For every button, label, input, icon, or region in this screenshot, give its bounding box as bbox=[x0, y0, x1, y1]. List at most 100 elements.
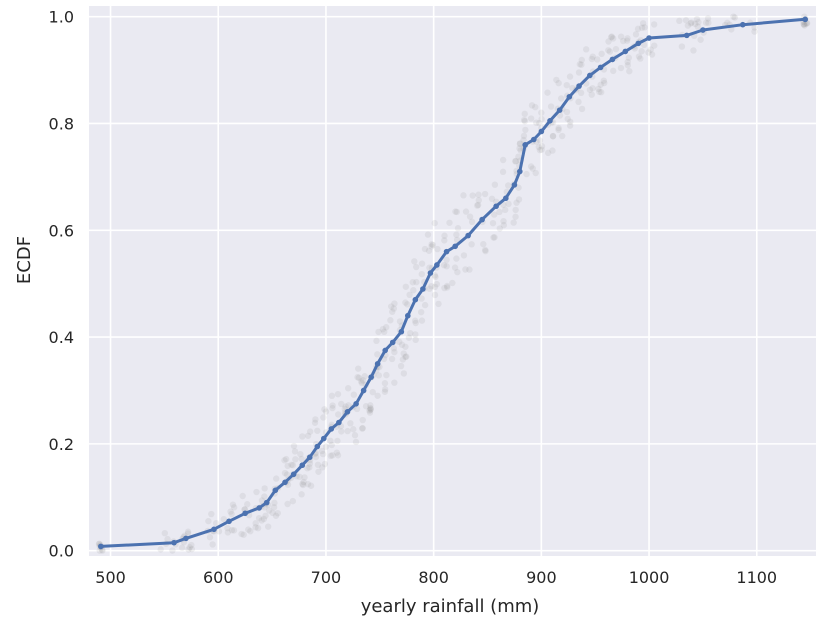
ecdf-point bbox=[566, 93, 573, 100]
bootstrap-point bbox=[512, 206, 519, 214]
bootstrap-point bbox=[397, 362, 405, 370]
bootstrap-point bbox=[367, 406, 374, 414]
ecdf-point bbox=[635, 40, 642, 47]
bootstrap-point bbox=[413, 278, 420, 286]
ecdf-point bbox=[597, 64, 604, 71]
bootstrap-point bbox=[319, 450, 327, 458]
bootstrap-point bbox=[496, 225, 504, 232]
bootstrap-point bbox=[281, 457, 288, 464]
ecdf-point bbox=[314, 443, 321, 450]
bootstrap-point bbox=[481, 190, 489, 198]
bootstrap-point bbox=[576, 61, 584, 68]
bootstrap-point bbox=[645, 49, 652, 56]
bootstrap-point bbox=[512, 157, 519, 165]
bootstrap-point bbox=[238, 530, 245, 538]
bootstrap-point bbox=[428, 241, 435, 248]
bootstrap-point bbox=[300, 478, 307, 486]
bootstrap-point bbox=[751, 28, 758, 35]
bootstrap-point bbox=[274, 509, 281, 517]
bootstrap-point bbox=[344, 427, 351, 435]
bootstrap-point bbox=[400, 350, 407, 357]
ecdf-point bbox=[517, 168, 523, 175]
bootstrap-point bbox=[409, 279, 416, 286]
bootstrap-point bbox=[462, 266, 469, 273]
bootstrap-point bbox=[157, 546, 164, 553]
bootstrap-point bbox=[381, 328, 388, 336]
bootstrap-point bbox=[342, 403, 349, 410]
ecdf-point bbox=[336, 419, 342, 426]
bootstrap-point bbox=[273, 475, 280, 482]
bootstrap-point bbox=[188, 541, 195, 549]
bootstrap-point bbox=[311, 419, 319, 426]
bootstrap-point bbox=[489, 219, 497, 227]
bootstrap-point bbox=[381, 380, 389, 387]
ecdf-point bbox=[587, 72, 593, 79]
bootstrap-point bbox=[556, 112, 564, 119]
bootstrap-point bbox=[421, 245, 429, 253]
bootstrap-point bbox=[264, 523, 272, 530]
bootstrap-point bbox=[466, 266, 473, 273]
ecdf-point bbox=[802, 16, 809, 23]
bootstrap-point bbox=[304, 432, 312, 439]
bootstrap-point bbox=[375, 328, 382, 336]
ecdf-point bbox=[405, 312, 411, 319]
bootstrap-point bbox=[588, 55, 596, 63]
bootstrap-point bbox=[443, 282, 451, 290]
ecdf-point bbox=[622, 48, 629, 55]
bootstrap-point bbox=[635, 53, 643, 60]
bootstrap-point bbox=[338, 400, 345, 408]
bootstrap-point bbox=[362, 403, 370, 410]
bootstrap-point bbox=[412, 317, 419, 324]
bootstrap-point bbox=[624, 58, 631, 66]
y-tick-label: 0.8 bbox=[49, 114, 74, 133]
bootstrap-point bbox=[451, 264, 459, 271]
bootstrap-point bbox=[306, 464, 313, 471]
bootstrap-point bbox=[496, 208, 503, 216]
bootstrap-point bbox=[453, 208, 461, 216]
bootstrap-point bbox=[320, 414, 327, 421]
bootstrap-point bbox=[418, 260, 426, 267]
bootstrap-point bbox=[315, 468, 322, 475]
ecdf-series bbox=[98, 16, 809, 550]
ecdf-point bbox=[242, 510, 248, 517]
bootstrap-point bbox=[224, 524, 231, 532]
bootstrap-point bbox=[307, 482, 315, 489]
bootstrap-point bbox=[520, 136, 527, 144]
bootstrap-point bbox=[412, 336, 419, 344]
bootstrap-point bbox=[186, 544, 193, 551]
bootstrap-point bbox=[299, 481, 307, 489]
bootstrap-point bbox=[298, 455, 305, 463]
bootstrap-point bbox=[536, 137, 544, 144]
bootstrap-point bbox=[245, 526, 252, 533]
bootstrap-point bbox=[254, 524, 262, 532]
bootstrap-point bbox=[460, 192, 467, 199]
bootstrap-point bbox=[395, 338, 403, 345]
ecdf-point bbox=[547, 118, 553, 124]
bootstrap-point bbox=[334, 390, 342, 398]
bootstrap-point bbox=[553, 76, 560, 84]
y-axis-label: ECDF bbox=[14, 236, 35, 284]
bootstrap-point bbox=[164, 535, 171, 543]
ecdf-point bbox=[452, 243, 458, 250]
bootstrap-point bbox=[272, 512, 280, 519]
bootstrap-point bbox=[676, 17, 683, 25]
bootstrap-point bbox=[329, 452, 336, 459]
bootstrap-point bbox=[284, 462, 291, 470]
bootstrap-point bbox=[567, 118, 574, 126]
x-tick-label: 900 bbox=[526, 568, 557, 587]
bootstrap-point bbox=[650, 21, 658, 28]
bootstrap-point bbox=[333, 449, 341, 456]
bootstrap-point bbox=[597, 81, 604, 88]
bootstrap-point bbox=[640, 41, 648, 49]
bootstrap-point bbox=[632, 31, 640, 38]
bootstrap-point bbox=[260, 515, 268, 523]
bootstrap-point bbox=[388, 355, 396, 363]
bootstrap-point bbox=[800, 21, 808, 28]
bootstrap-point bbox=[329, 402, 336, 409]
bootstrap-point bbox=[505, 182, 512, 189]
bootstrap-point bbox=[328, 392, 336, 400]
bootstrap-point bbox=[403, 353, 410, 360]
bootstrap-point bbox=[800, 21, 807, 28]
ecdf-point bbox=[479, 216, 485, 223]
bootstrap-point bbox=[601, 79, 608, 87]
